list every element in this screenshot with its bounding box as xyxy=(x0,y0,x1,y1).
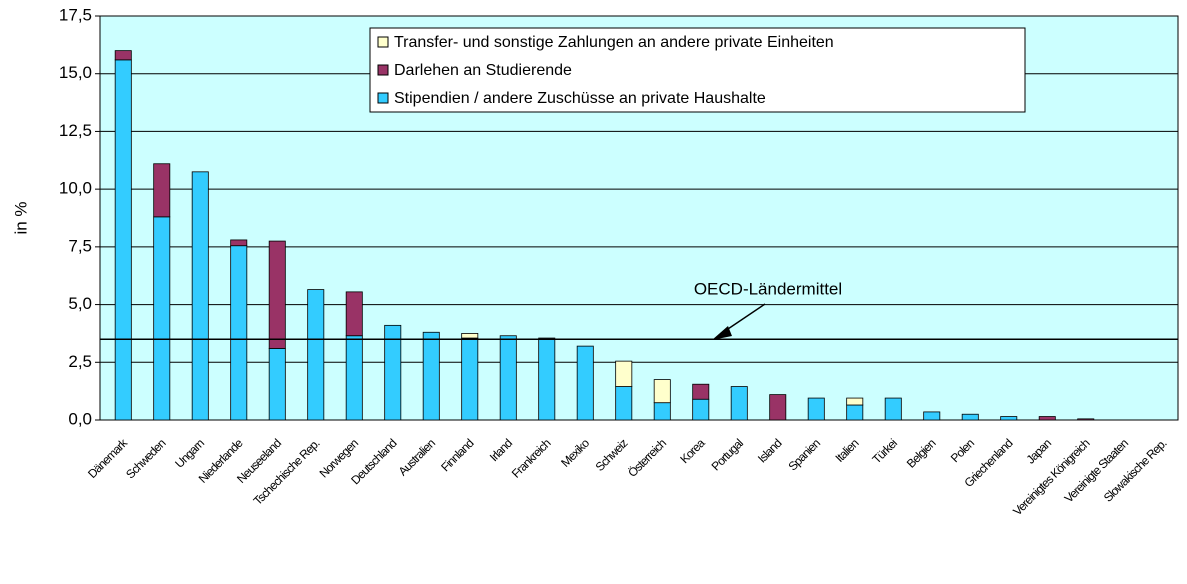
bar-segment xyxy=(653,379,671,404)
legend-label: Stipendien / andere Zuschüsse an private… xyxy=(394,90,766,107)
bar-segment xyxy=(730,386,748,421)
x-tick-label: Österreich xyxy=(625,436,668,479)
bar-segment xyxy=(923,411,941,421)
x-tick-label: Australien xyxy=(396,436,438,478)
bar-segment xyxy=(422,331,440,421)
bar-segment xyxy=(653,402,671,421)
bar-segment xyxy=(345,291,363,337)
bar-segment xyxy=(114,59,132,421)
x-tick-label: Spanien xyxy=(786,436,823,473)
bar-segment xyxy=(1000,416,1018,421)
bar-segment xyxy=(268,240,286,349)
x-tick-label: Japan xyxy=(1023,436,1053,466)
bar-segment xyxy=(576,345,594,421)
x-tick-label: Italien xyxy=(833,436,862,465)
x-tick-label: Schweden xyxy=(123,436,168,481)
legend-swatch xyxy=(377,64,389,76)
legend-label: Darlehen an Studierende xyxy=(394,62,572,79)
bar-segment xyxy=(114,50,132,61)
y-tick-label: 12,5 xyxy=(59,121,92,140)
arrow-head xyxy=(712,326,732,340)
bar-segment xyxy=(230,239,248,247)
annotation-arrow xyxy=(721,303,766,334)
x-tick-label: Tschechische Rep. xyxy=(251,436,323,508)
x-tick-label: Korea xyxy=(677,436,708,467)
x-tick-label: Portugal xyxy=(709,436,746,473)
x-tick-label: Ungarn xyxy=(172,436,206,470)
bar-segment xyxy=(807,397,825,421)
bar-segment xyxy=(268,348,286,421)
bar-segment xyxy=(615,386,633,421)
bar-segment xyxy=(692,383,710,400)
bar-segment xyxy=(345,335,363,421)
bar-segment xyxy=(499,335,517,421)
x-tick-label: Frankreich xyxy=(509,436,553,480)
legend-swatch xyxy=(377,92,389,104)
y-tick-label: 10,0 xyxy=(59,179,92,198)
bar-segment xyxy=(461,333,479,339)
legend-swatch xyxy=(377,36,389,48)
bar-segment xyxy=(461,337,479,421)
x-tick-label: Polen xyxy=(948,436,977,465)
x-tick-label: Finnland xyxy=(438,436,476,474)
bar-segment xyxy=(846,404,864,421)
y-tick-label: 17,5 xyxy=(59,5,92,24)
bar-segment xyxy=(153,216,171,421)
bar-segment xyxy=(153,163,171,218)
x-tick-label: Mexiko xyxy=(558,436,592,470)
y-tick-label: 5,0 xyxy=(68,294,92,313)
bar-segment xyxy=(615,360,633,387)
bar-segment xyxy=(307,289,325,421)
x-tick-label: Dänemark xyxy=(85,435,131,481)
bar-segment xyxy=(384,324,402,421)
x-tick-label: Island xyxy=(755,436,784,465)
bar-segment xyxy=(1038,416,1056,421)
y-tick-label: 7,5 xyxy=(68,236,92,255)
bar-segment xyxy=(961,413,979,421)
x-tick-label: Schweiz xyxy=(593,436,631,474)
y-tick-label: 0,0 xyxy=(68,409,92,428)
bar-segment xyxy=(846,397,864,406)
legend-box xyxy=(369,27,1026,113)
bar-segment xyxy=(769,394,787,421)
annotation: OECD-Ländermittel xyxy=(694,279,842,298)
y-axis-label: in % xyxy=(11,201,30,234)
bar-segment xyxy=(538,337,556,421)
x-tick-label: Irland xyxy=(487,436,515,464)
bar-segment xyxy=(884,397,902,421)
legend-label: Transfer- und sonstige Zahlungen an ande… xyxy=(394,34,834,51)
bar-segment xyxy=(191,171,209,421)
y-tick-label: 15,0 xyxy=(59,63,92,82)
bar-segment xyxy=(1077,418,1095,421)
x-tick-label: Belgien xyxy=(904,436,938,470)
bar-segment xyxy=(692,398,710,421)
x-tick-label: Türkei xyxy=(870,436,900,466)
y-tick-label: 2,5 xyxy=(68,352,92,371)
bar-segment xyxy=(230,245,248,421)
